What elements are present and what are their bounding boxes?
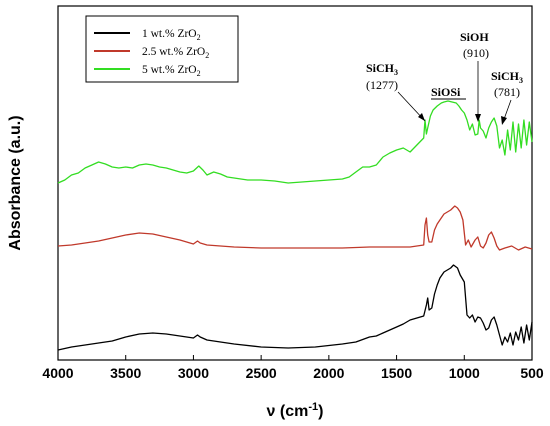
annotation-sich3-781: SiCH3: [491, 69, 523, 85]
annotation-arrowhead-781: [501, 116, 507, 125]
x-axis-label: ν (cm-1): [267, 401, 324, 420]
series-line-2: [57, 205, 533, 251]
x-tick-label: 2000: [313, 365, 344, 381]
annotation-arrowhead-910: [475, 114, 481, 122]
legend-label-1: 1 wt.% ZrO2: [142, 28, 201, 42]
annotation-arrowhead-1277: [418, 113, 425, 121]
legend: 1 wt.% ZrO2 2.5 wt.% ZrO2 5 wt.% ZrO2: [85, 15, 239, 83]
x-tick-label: 2500: [246, 365, 277, 381]
legend-label-3: 5 wt.% ZrO2: [142, 64, 201, 78]
x-tick-label: 1000: [449, 365, 480, 381]
annotations: SiCH3 (1277) SiOSi SiOH (910) SiCH3 (781…: [366, 30, 523, 125]
y-axis-label: Absorbance (a.u.): [7, 115, 24, 250]
annotation-siosi: SiOSi: [431, 85, 461, 99]
legend-box: [85, 15, 239, 83]
annotation-sioh: SiOH: [460, 30, 489, 44]
series-line-1: [57, 264, 533, 351]
x-tick-label: 4000: [42, 365, 73, 381]
x-tick-label: 3500: [110, 365, 141, 381]
x-tick-label: 500: [520, 365, 544, 381]
annotation-sich3-781-value: (781): [494, 85, 520, 99]
annotation-sioh-value: (910): [463, 46, 489, 60]
series-line-3: [57, 100, 533, 184]
annotation-sich3-1277-value: (1277): [366, 78, 398, 92]
x-ticks: 4000 3500 3000 2500 2000 1500 1000 500: [42, 355, 544, 381]
x-tick-label: 3000: [178, 365, 209, 381]
series-layer: [57, 100, 533, 351]
annotation-sich3-1277: SiCH3: [366, 61, 398, 77]
legend-label-2: 2.5 wt.% ZrO2: [142, 46, 209, 60]
x-tick-label: 1500: [381, 365, 412, 381]
